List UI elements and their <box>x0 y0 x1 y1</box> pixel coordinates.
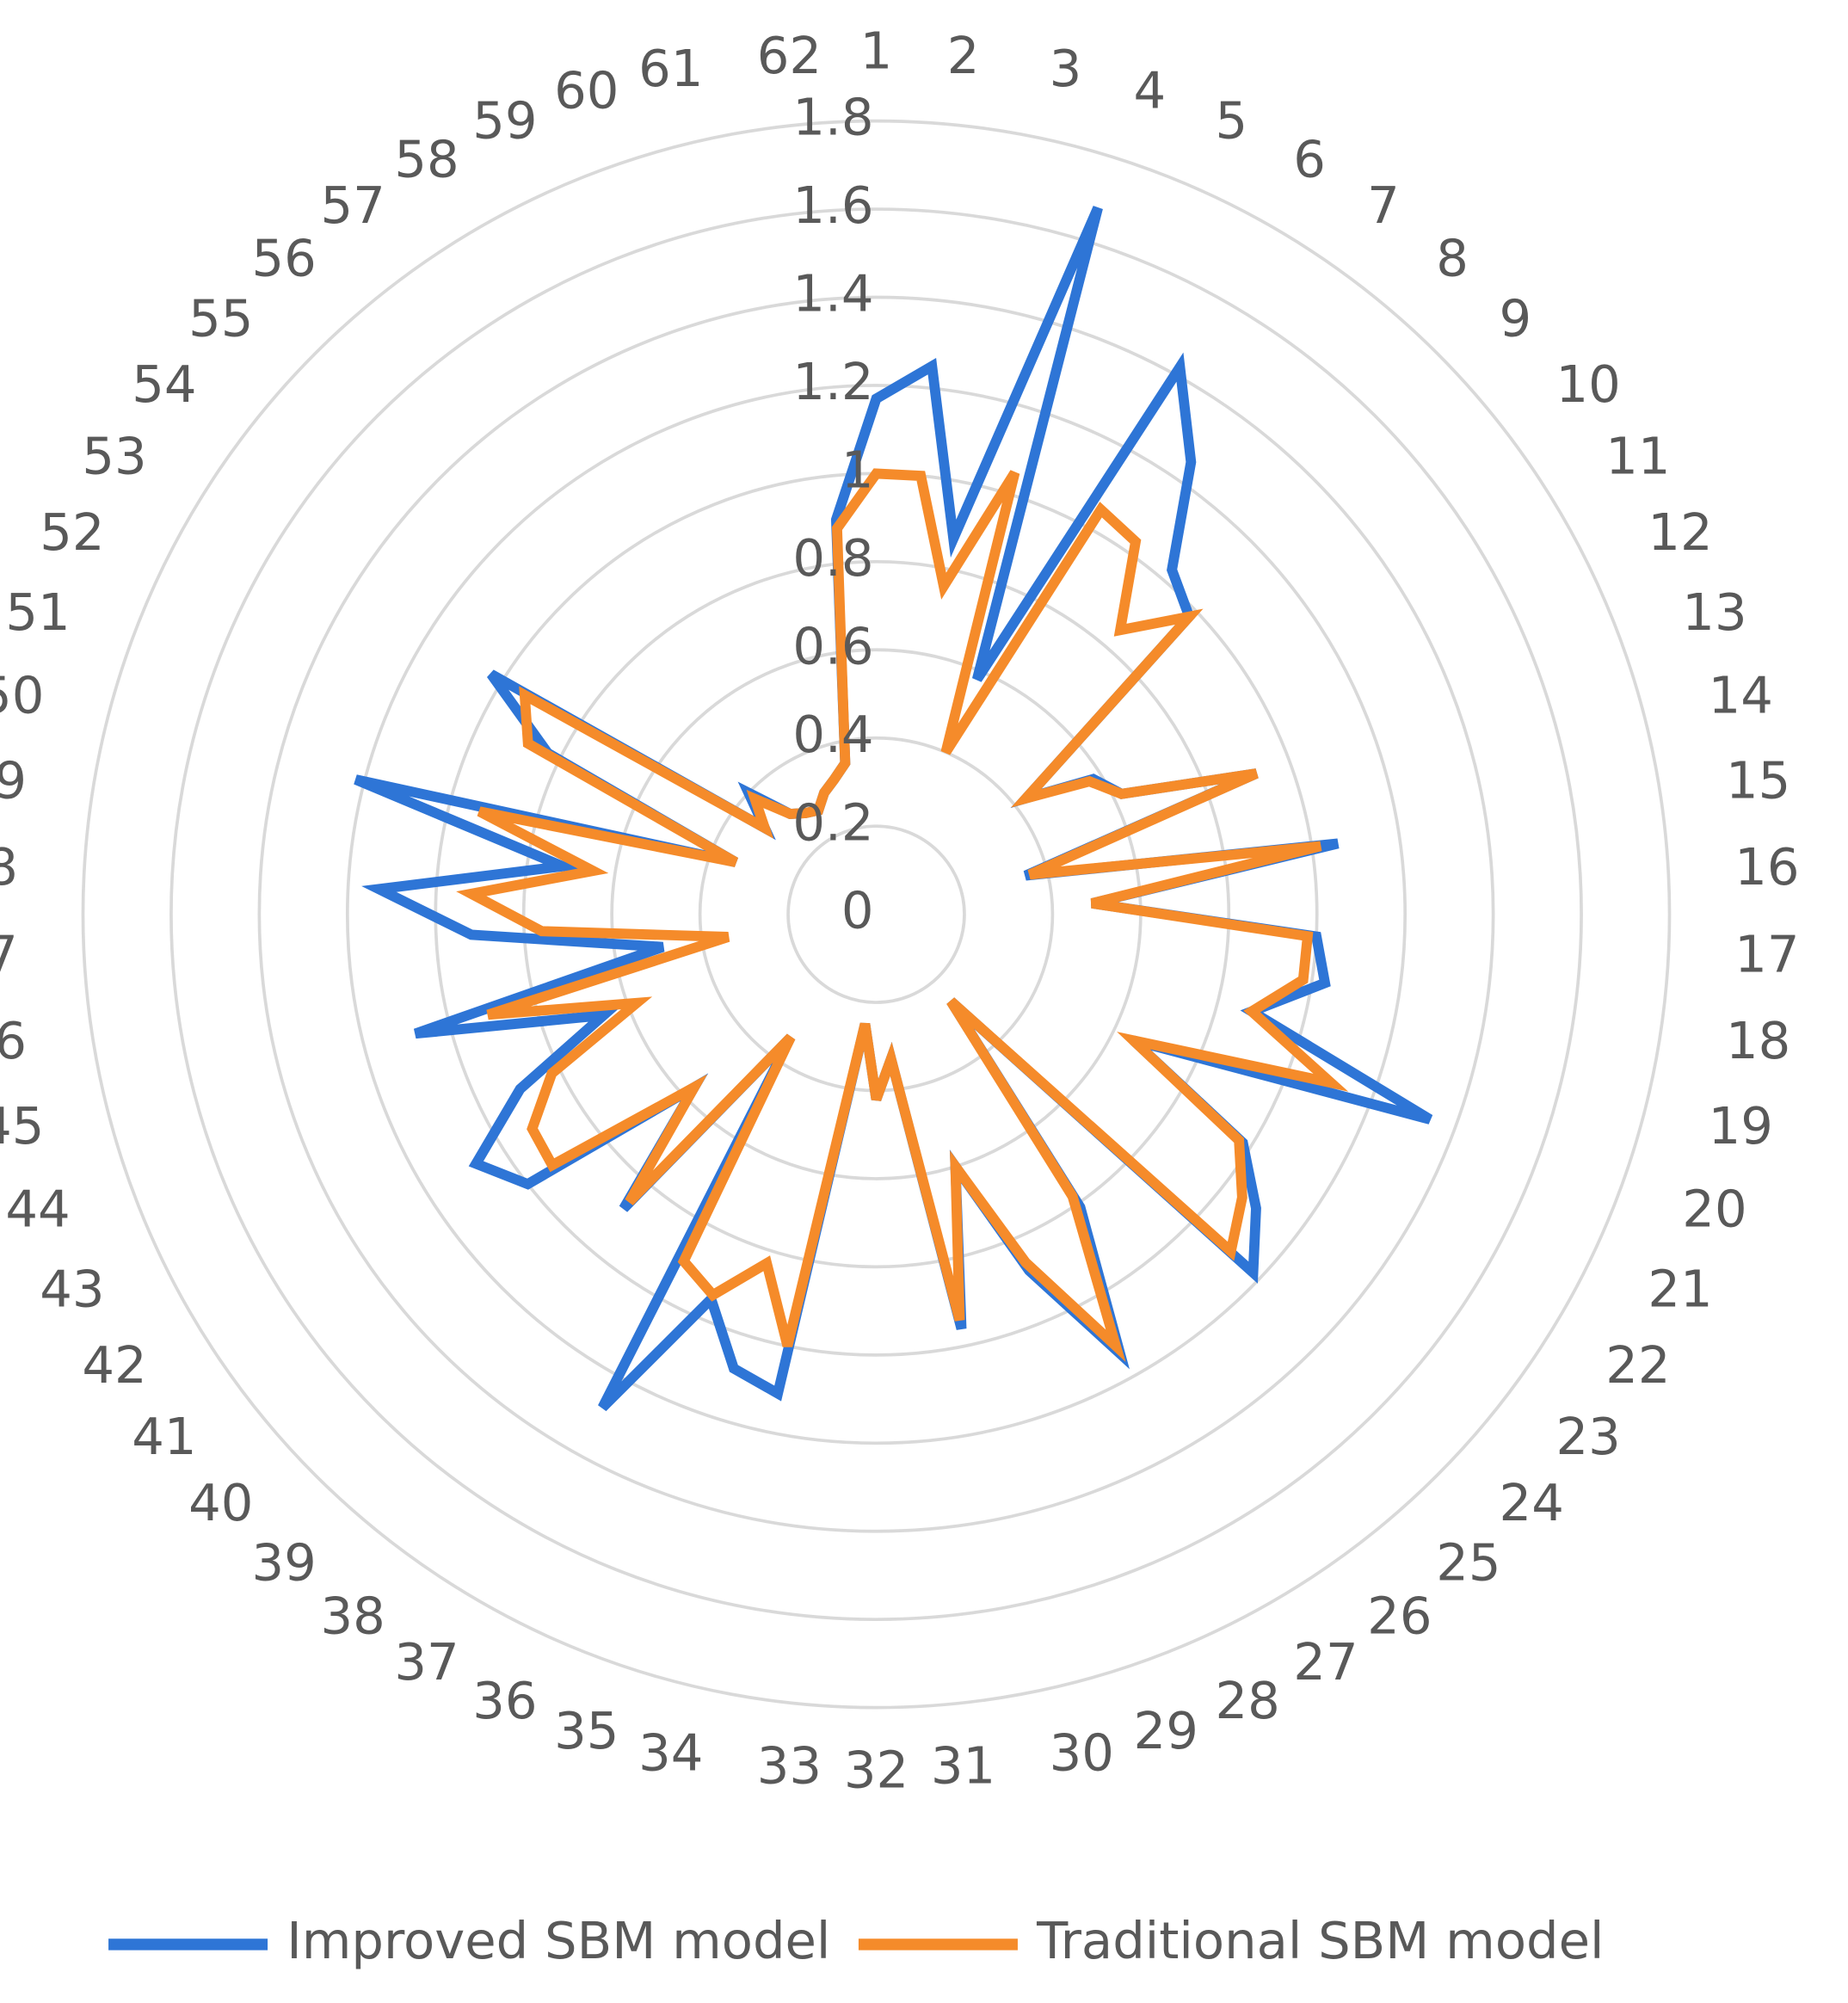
category-label: 16 <box>1734 837 1799 897</box>
y-tick-label: 1 <box>841 440 874 499</box>
category-label: 3 <box>1050 39 1082 98</box>
category-label: 41 <box>132 1407 196 1466</box>
grid-ring <box>786 824 966 1004</box>
category-label: 15 <box>1726 750 1790 810</box>
category-label: 45 <box>0 1096 44 1156</box>
category-label: 11 <box>1605 426 1670 485</box>
category-label: 50 <box>0 665 44 724</box>
category-label: 57 <box>320 176 385 235</box>
category-label: 59 <box>472 91 537 151</box>
category-label: 62 <box>757 26 822 85</box>
category-label: 8 <box>1436 229 1469 288</box>
category-label: 51 <box>5 582 70 642</box>
category-label: 53 <box>82 426 146 485</box>
grid-ring <box>257 295 1495 1533</box>
category-label: 56 <box>251 229 316 288</box>
category-label: 29 <box>1134 1701 1198 1760</box>
y-tick-label: 0.4 <box>792 705 873 764</box>
category-label: 5 <box>1215 91 1247 151</box>
category-label: 18 <box>1726 1011 1790 1070</box>
category-label: 38 <box>320 1587 385 1646</box>
category-label: 52 <box>40 502 104 562</box>
legend-label: Traditional SBM model <box>1036 1911 1604 1970</box>
y-tick-label: 1.6 <box>792 176 873 235</box>
legend: Improved SBM model Traditional SBM model <box>108 1911 1604 1970</box>
category-label: 49 <box>0 750 27 810</box>
category-label: 43 <box>40 1260 104 1319</box>
category-label: 30 <box>1050 1723 1114 1782</box>
category-label: 33 <box>757 1736 822 1796</box>
grid-ring <box>81 119 1672 1710</box>
category-label: 19 <box>1709 1096 1773 1156</box>
category-label: 21 <box>1648 1260 1712 1319</box>
category-label: 13 <box>1682 582 1746 642</box>
series-line <box>456 468 1349 1362</box>
category-label: 4 <box>1134 61 1167 120</box>
legend-label: Improved SBM model <box>286 1911 830 1970</box>
category-label: 54 <box>132 354 196 414</box>
y-tick-label: 0.8 <box>792 528 873 588</box>
category-label: 23 <box>1555 1407 1620 1466</box>
category-label: 26 <box>1367 1587 1432 1646</box>
category-label: 24 <box>1500 1473 1564 1532</box>
y-tick-label: 1.4 <box>792 264 873 324</box>
y-tick-label: 0.2 <box>792 792 873 852</box>
category-label: 22 <box>1605 1335 1670 1395</box>
grid-ring <box>169 207 1583 1622</box>
category-label: 2 <box>947 26 980 85</box>
series-line <box>354 206 1433 1412</box>
grid-ring <box>345 384 1408 1445</box>
category-label: 48 <box>0 837 18 897</box>
category-label: 9 <box>1500 288 1532 348</box>
category-label: 55 <box>188 288 253 348</box>
category-label: 32 <box>844 1741 909 1800</box>
grid-ring <box>521 559 1231 1269</box>
category-label: 37 <box>394 1632 459 1692</box>
category-label: 31 <box>931 1736 995 1796</box>
category-label: 46 <box>0 1011 27 1070</box>
category-label: 28 <box>1215 1671 1279 1730</box>
category-label: 12 <box>1648 502 1712 562</box>
y-tick-label: 1.8 <box>792 88 873 147</box>
category-label: 1 <box>860 22 893 81</box>
category-label: 61 <box>638 39 703 98</box>
category-label: 20 <box>1682 1180 1746 1239</box>
y-tick-label: 0.6 <box>792 616 873 675</box>
category-label: 47 <box>0 924 18 983</box>
category-label: 39 <box>251 1533 316 1593</box>
category-label: 17 <box>1734 924 1799 983</box>
category-label: 44 <box>5 1180 70 1239</box>
category-label: 36 <box>472 1671 537 1730</box>
category-label: 42 <box>82 1335 146 1395</box>
category-label: 10 <box>1555 354 1620 414</box>
y-tick-label: 1.2 <box>792 352 873 411</box>
category-label: 27 <box>1293 1632 1358 1692</box>
category-label: 60 <box>554 61 619 120</box>
category-label: 40 <box>188 1473 253 1532</box>
category-label: 6 <box>1293 129 1326 188</box>
category-label: 35 <box>554 1701 619 1760</box>
category-label: 7 <box>1367 176 1400 235</box>
category-label: 25 <box>1436 1533 1500 1593</box>
category-label: 34 <box>638 1723 703 1782</box>
y-tick-label: 0 <box>841 881 874 940</box>
category-label: 14 <box>1709 665 1773 724</box>
category-label: 58 <box>394 129 459 188</box>
